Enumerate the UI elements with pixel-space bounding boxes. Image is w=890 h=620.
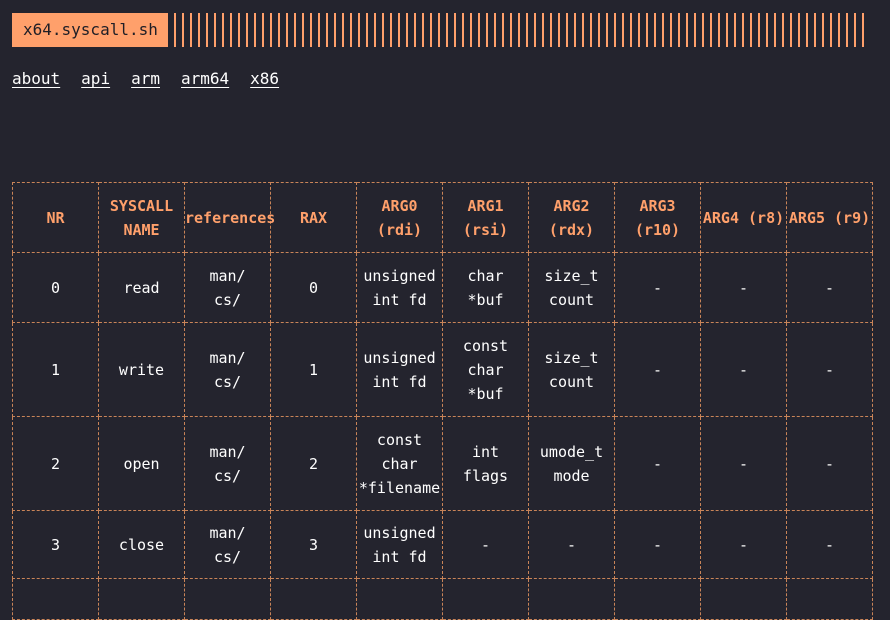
cell-arg5 <box>786 578 873 620</box>
nav-link-api[interactable]: api <box>81 69 111 88</box>
cell-arg4: - <box>700 322 787 417</box>
cell-arg1: const char *buf <box>442 322 529 417</box>
header-arg3: ARG3 (r10) <box>614 182 701 253</box>
syscall-table: NR SYSCALL NAME references RAX ARG0 (rdi… <box>12 182 873 620</box>
cell-arg4: - <box>700 252 787 323</box>
header-arg5: ARG5 (r9) <box>786 182 873 253</box>
cell-syscall-name: close <box>98 510 185 579</box>
header-arg1: ARG1 (rsi) <box>442 182 529 253</box>
cell-references <box>184 578 271 620</box>
cell-rax <box>270 578 357 620</box>
nav-link-x86[interactable]: x86 <box>250 69 280 88</box>
cell-arg5: - <box>786 416 873 511</box>
cell-syscall-name <box>98 578 185 620</box>
cell-arg1: char *buf <box>442 252 529 323</box>
cell-arg5: - <box>786 322 873 417</box>
cell-references[interactable]: man/ cs/ <box>184 510 271 579</box>
cell-arg2 <box>528 578 615 620</box>
cell-arg3 <box>614 578 701 620</box>
cell-arg0: unsigned int fd <box>356 252 443 323</box>
site-header: x64.syscall.sh <box>12 13 866 47</box>
header-arg2: ARG2 (rdx) <box>528 182 615 253</box>
cell-syscall-name: read <box>98 252 185 323</box>
cell-nr: 3 <box>12 510 99 579</box>
cell-arg3: - <box>614 510 701 579</box>
cell-syscall-name: write <box>98 322 185 417</box>
cell-arg0 <box>356 578 443 620</box>
site-logo[interactable]: x64.syscall.sh <box>12 13 168 47</box>
header-bar-pattern <box>173 13 866 47</box>
header-arg0: ARG0 (rdi) <box>356 182 443 253</box>
table-row: 0 read man/ cs/ 0 unsigned int fd char *… <box>12 252 873 323</box>
table-header-row: NR SYSCALL NAME references RAX ARG0 (rdi… <box>12 182 873 253</box>
cell-nr: 1 <box>12 322 99 417</box>
nav-link-about[interactable]: about <box>12 69 61 88</box>
cell-arg4: - <box>700 416 787 511</box>
cell-arg5: - <box>786 252 873 323</box>
header-syscall-name: SYSCALL NAME <box>98 182 185 253</box>
cell-nr <box>12 578 99 620</box>
cell-arg4: - <box>700 510 787 579</box>
cell-rax: 3 <box>270 510 357 579</box>
cell-rax: 0 <box>270 252 357 323</box>
header-rax: RAX <box>270 182 357 253</box>
cell-references[interactable]: man/ cs/ <box>184 322 271 417</box>
header-arg4: ARG4 (r8) <box>700 182 787 253</box>
cell-rax: 2 <box>270 416 357 511</box>
cell-arg0: const char *filename <box>356 416 443 511</box>
cell-arg5: - <box>786 510 873 579</box>
table-row: 2 open man/ cs/ 2 const char *filename i… <box>12 416 873 511</box>
cell-arg0: unsigned int fd <box>356 322 443 417</box>
cell-syscall-name: open <box>98 416 185 511</box>
cell-arg0: unsigned int fd <box>356 510 443 579</box>
cell-arg1 <box>442 578 529 620</box>
nav-link-arm[interactable]: arm <box>131 69 160 88</box>
table-row: 1 write man/ cs/ 1 unsigned int fd const… <box>12 322 873 417</box>
cell-nr: 0 <box>12 252 99 323</box>
table-row <box>12 578 873 620</box>
cell-rax: 1 <box>270 322 357 417</box>
header-references: references <box>184 182 275 253</box>
cell-arg3: - <box>614 322 701 417</box>
cell-references[interactable]: man/ cs/ <box>184 416 271 511</box>
cell-references[interactable]: man/ cs/ <box>184 252 271 323</box>
cell-arg4 <box>700 578 787 620</box>
nav-link-arm64[interactable]: arm64 <box>180 69 230 88</box>
cell-arg1: - <box>442 510 529 579</box>
cell-arg1: int flags <box>442 416 529 511</box>
cell-arg2: - <box>528 510 615 579</box>
cell-arg2: umode_t mode <box>528 416 615 511</box>
header-nr: NR <box>12 182 99 253</box>
cell-nr: 2 <box>12 416 99 511</box>
cell-arg2: size_t count <box>528 252 615 323</box>
main-nav: about api arm arm64 x86 <box>12 69 279 88</box>
cell-arg2: size_t count <box>528 322 615 417</box>
cell-arg3: - <box>614 252 701 323</box>
cell-arg3: - <box>614 416 701 511</box>
table-row: 3 close man/ cs/ 3 unsigned int fd - - -… <box>12 510 873 579</box>
